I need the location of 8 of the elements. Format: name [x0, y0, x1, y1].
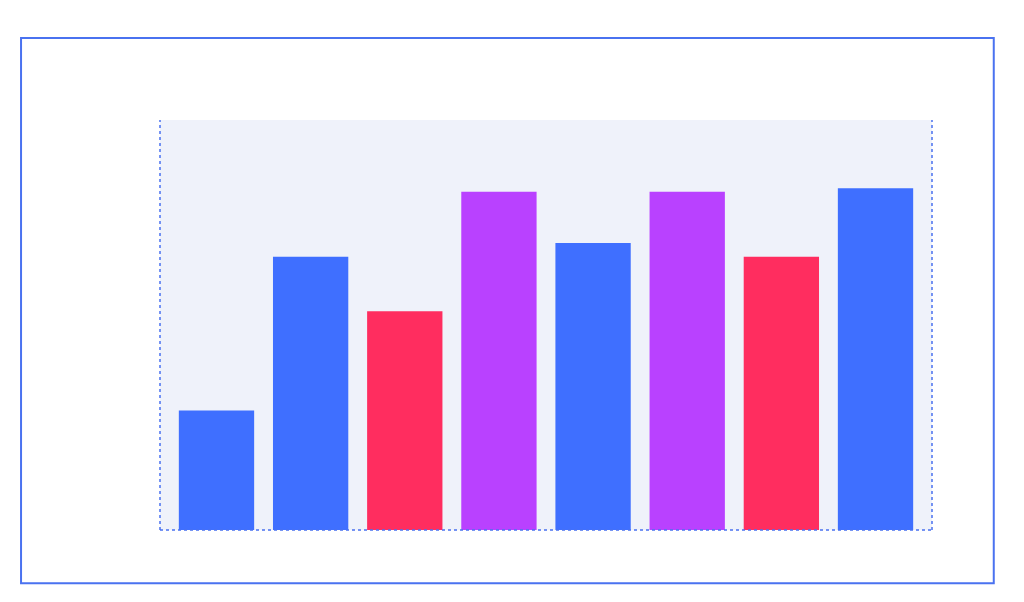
bar [555, 243, 631, 530]
bar [837, 188, 914, 530]
bar [461, 191, 537, 530]
bar [743, 256, 820, 530]
bar [649, 191, 725, 530]
bar [178, 410, 255, 530]
bar [367, 311, 443, 530]
bar [272, 256, 349, 530]
